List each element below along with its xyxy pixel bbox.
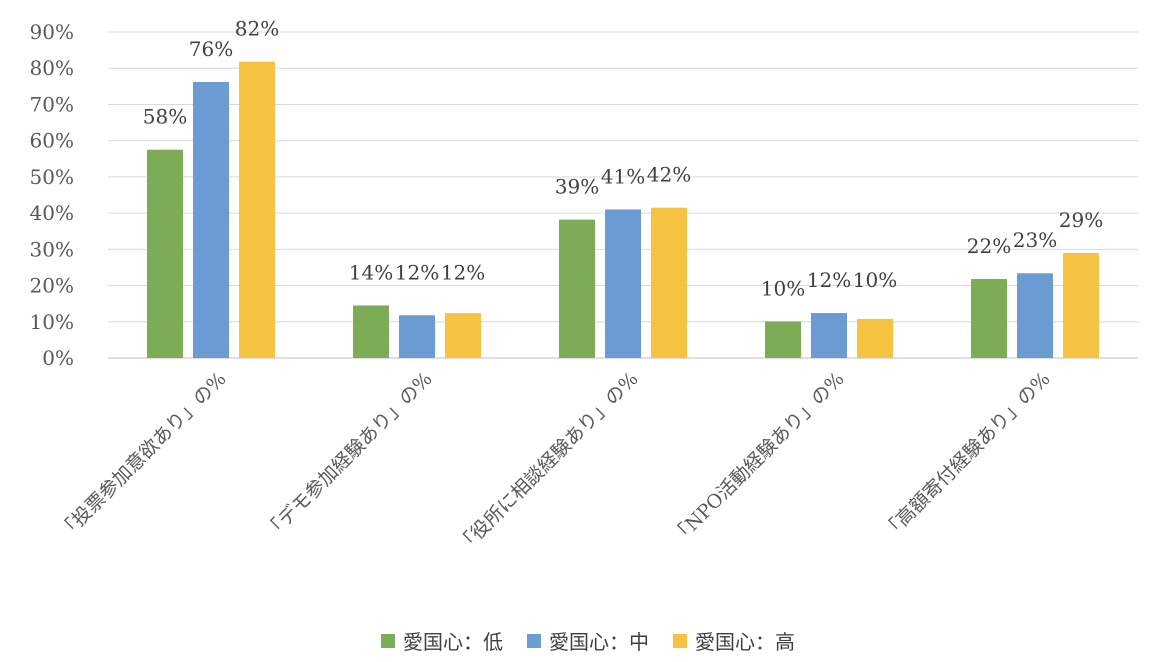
category-label: 「高額寄付経験あり」の%: [878, 368, 1054, 544]
legend-label: 愛国心：低: [403, 630, 503, 654]
bar: [1017, 273, 1053, 358]
legend-item: 愛国心：低: [381, 626, 503, 655]
y-tick-label: 50%: [30, 165, 74, 189]
bars: [147, 61, 1099, 359]
legend-swatch: [527, 633, 541, 648]
bar: [445, 313, 481, 358]
legend-label: 愛国心：中: [549, 630, 649, 654]
data-label: 12%: [395, 260, 439, 284]
data-label: 42%: [647, 163, 691, 187]
y-tick-label: 80%: [30, 56, 74, 80]
bar: [651, 207, 687, 358]
legend-swatch: [673, 633, 687, 648]
legend: 愛国心：低 愛国心：中 愛国心：高: [0, 626, 1176, 655]
data-label: 23%: [1013, 228, 1057, 252]
legend-label: 愛国心：高: [695, 630, 795, 654]
data-label: 12%: [807, 268, 851, 292]
bar: [857, 318, 893, 358]
bar: [239, 61, 275, 359]
data-label: 29%: [1059, 208, 1103, 232]
bar: [765, 321, 801, 358]
data-label: 10%: [761, 276, 805, 300]
bar: [399, 315, 435, 358]
y-axis-tick-labels: 0% 10% 20% 30% 40% 50% 60% 70% 80% 90%: [30, 20, 74, 370]
data-label: 12%: [441, 260, 485, 284]
category-label: 「役所に相談経験あり」の%: [453, 368, 643, 558]
y-tick-label: 30%: [30, 237, 74, 261]
category-label: 「投票参加意欲あり」の%: [54, 368, 230, 544]
bar: [811, 313, 847, 358]
bar: [147, 149, 183, 358]
legend-item: 愛国心：高: [673, 626, 795, 655]
legend-swatch: [381, 633, 395, 648]
data-label: 41%: [601, 164, 645, 188]
y-tick-label: 10%: [30, 310, 74, 334]
y-tick-label: 60%: [30, 129, 74, 153]
data-label: 39%: [555, 175, 599, 199]
bar: [605, 209, 641, 358]
data-label: 82%: [235, 17, 279, 41]
y-tick-label: 0%: [42, 346, 74, 370]
bar: [1063, 252, 1099, 358]
category-label: 「デモ参加経験あり」の%: [260, 368, 436, 544]
data-label: 22%: [967, 234, 1011, 258]
bar: [559, 219, 595, 358]
y-tick-label: 40%: [30, 201, 74, 225]
y-tick-label: 20%: [30, 274, 74, 298]
category-label: 「NPO活動経験あり」の%: [667, 368, 848, 549]
data-label: 76%: [189, 37, 233, 61]
data-label: 58%: [143, 105, 187, 129]
data-labels: 58%76%82%14% 12% 12%39% 41% 42%10% 12% 10%22% 2…: [143, 17, 1103, 301]
data-label: 10%: [853, 268, 897, 292]
category-labels: 「投票参加意欲あり」の% 「デモ参加経験あり」の% 「役所に相談経験あり」の% 「NP…: [54, 368, 1054, 558]
y-tick-label: 70%: [30, 92, 74, 116]
bar: [353, 305, 389, 358]
bar-chart: 0% 10% 20% 30% 40% 50% 60% 70% 80% 90% 58% 76%82% 1…: [30, 17, 1138, 558]
bar: [971, 279, 1007, 358]
bar: [193, 81, 229, 358]
y-tick-label: 90%: [30, 20, 74, 44]
data-label: 14%: [349, 260, 393, 284]
legend-item: 愛国心：中: [527, 626, 649, 655]
